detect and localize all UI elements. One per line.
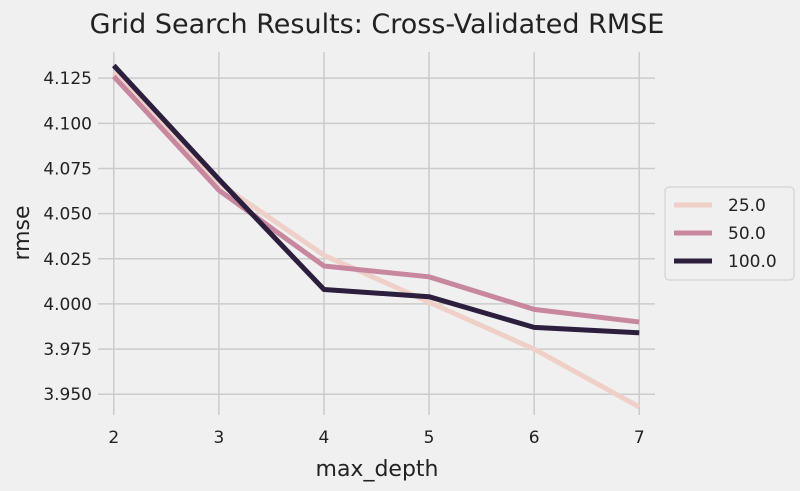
legend-box	[664, 186, 795, 281]
chart-title: Grid Search Results: Cross-Validated RMS…	[90, 9, 665, 40]
x-tick-labels: 2 3 4 5 6 7	[108, 428, 644, 448]
y-tick-label: 4.000	[43, 295, 92, 315]
y-tick-label: 4.100	[43, 114, 92, 134]
legend-label: 50.0	[728, 224, 766, 244]
y-tick-labels: 3.950 3.975 4.000 4.025 4.050 4.075 4.100 4.125	[43, 69, 92, 405]
series-line-50-0	[111, 74, 640, 325]
y-tick-label: 4.050	[43, 205, 92, 225]
y-tick-label: 4.125	[43, 69, 92, 89]
y-axis-label: rmse	[10, 205, 35, 260]
legend-label: 100.0	[728, 252, 777, 272]
x-tick-label: 2	[108, 428, 119, 448]
x-tick-label: 7	[634, 428, 645, 448]
grid	[98, 52, 655, 415]
y-tick-label: 3.950	[43, 385, 92, 405]
legend-label: 25.0	[728, 196, 766, 216]
x-tick-label: 4	[319, 428, 330, 448]
x-tick-label: 5	[424, 428, 435, 448]
y-tick-label: 4.025	[43, 250, 92, 270]
y-tick-label: 3.975	[43, 340, 92, 360]
series-line-25-0	[111, 71, 641, 410]
y-tick-label: 4.075	[43, 159, 92, 179]
x-tick-label: 6	[529, 428, 540, 448]
series-layer	[111, 63, 641, 410]
x-axis-label: max_depth	[316, 457, 439, 482]
legend: 25.0 50.0 100.0	[664, 186, 795, 281]
x-tick-label: 3	[213, 428, 224, 448]
series-line-100-0	[111, 63, 640, 336]
